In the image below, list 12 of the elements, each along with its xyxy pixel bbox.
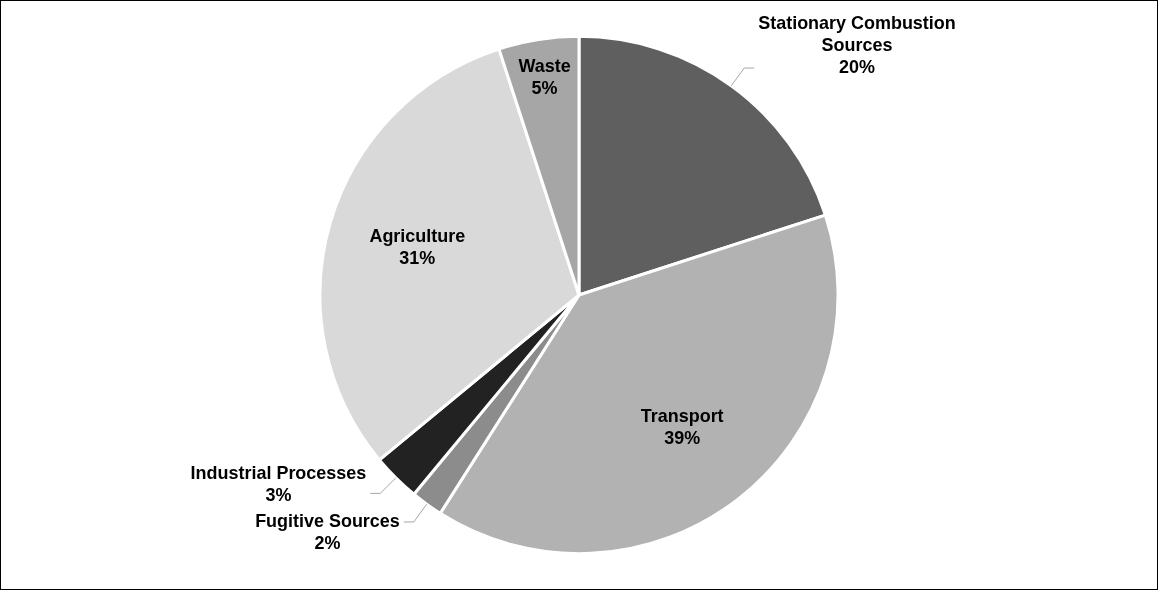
data-label: 39% [664, 427, 701, 448]
data-label: 2% [314, 532, 341, 553]
slice-label: Fugitive Sources [255, 510, 400, 531]
slice-label: Stationary Combustion Sources [758, 13, 956, 56]
data-label: 20% [839, 57, 875, 77]
data-label: 31% [399, 248, 436, 269]
data-label: 5% [531, 77, 558, 98]
slice-label: Transport [640, 405, 724, 426]
slice-label: Industrial Processes [190, 463, 367, 484]
data-label: 3% [265, 485, 292, 505]
slice-label: Waste [518, 55, 571, 76]
slice-label: Agriculture [369, 226, 466, 247]
